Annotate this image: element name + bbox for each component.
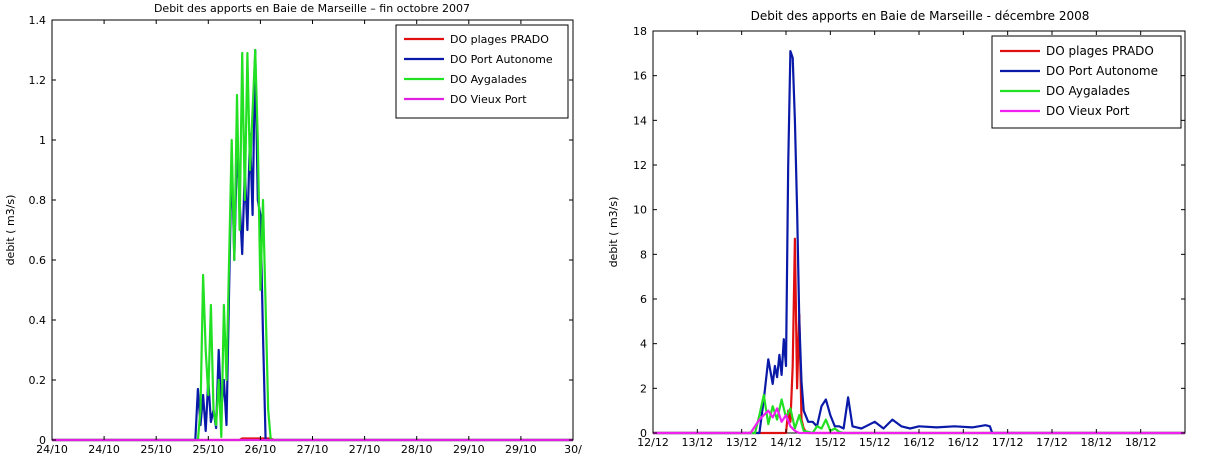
- right-series-line-1: [653, 49, 1185, 435]
- right-ytick-label-7: 14: [633, 114, 647, 127]
- right-ytick-label-2: 4: [640, 338, 647, 351]
- right-xtick-label-0: 12/12: [637, 436, 669, 449]
- left-xtick-label-1: 24/10: [88, 443, 120, 456]
- left-ytick-label-5: 1: [39, 134, 46, 147]
- chart-svg-left: Debit des apports en Baie de Marseille –…: [4, 2, 582, 456]
- left-xtick-label-0: 24/10: [36, 443, 68, 456]
- left-xtick-label-7: 28/10: [401, 443, 433, 456]
- left-legend-label-0: DO plages PRADO: [450, 33, 549, 46]
- right-legend-label-0: DO plages PRADO: [1046, 44, 1154, 58]
- right-xtick-label-7: 16/12: [947, 436, 979, 449]
- left-legend-box: [395, 24, 569, 119]
- right-ytick-label-1: 2: [640, 382, 647, 395]
- right-series-line-2: [653, 393, 1185, 435]
- left-legend-label-3: DO Vieux Port: [450, 93, 527, 106]
- left-ytick-label-6: 1.2: [29, 74, 47, 87]
- left-chart-title: Debit des apports en Baie de Marseille –…: [154, 2, 470, 15]
- left-series-line-2: [52, 48, 573, 442]
- right-ytick-label-3: 6: [640, 293, 647, 306]
- left-legend-label-2: DO Aygalades: [450, 73, 527, 86]
- right-ytick-label-9: 18: [633, 25, 647, 38]
- chart-svg-right: Debit des apports en Baie de Marseille -…: [607, 9, 1186, 449]
- right-legend-label-3: DO Vieux Port: [1046, 104, 1130, 118]
- right-xtick-label-10: 18/12: [1080, 436, 1112, 449]
- right-xtick-label-9: 17/12: [1036, 436, 1068, 449]
- left-xtick-label-9: 29/10: [505, 443, 537, 456]
- left-xtick-label-5: 27/10: [297, 443, 329, 456]
- left-ytick-label-3: 0.6: [29, 254, 47, 267]
- right-xtick-label-1: 13/12: [681, 436, 713, 449]
- chart-panel-right: Debit des apports en Baie de Marseille -…: [603, 0, 1206, 462]
- right-ytick-label-5: 10: [633, 204, 647, 217]
- right-ytick-label-4: 8: [640, 248, 647, 261]
- left-ytick-label-7: 1.4: [29, 14, 47, 27]
- left-xtick-label-8: 29/10: [453, 443, 485, 456]
- right-xtick-label-8: 17/12: [992, 436, 1024, 449]
- left-legend-label-1: DO Port Autonome: [450, 53, 553, 66]
- left-xtick-label-2: 25/10: [140, 443, 172, 456]
- right-legend-label-2: DO Aygalades: [1046, 84, 1130, 98]
- left-ytick-label-2: 0.4: [29, 314, 47, 327]
- right-ytick-label-0: 0: [640, 427, 647, 440]
- left-ytick-label-4: 0.8: [29, 194, 47, 207]
- left-xtick-label-4: 26/10: [245, 443, 277, 456]
- left-ytick-label-0: 0: [39, 434, 46, 447]
- right-ytick-label-6: 12: [633, 159, 647, 172]
- right-series-line-3: [653, 407, 1185, 435]
- right-chart-title: Debit des apports en Baie de Marseille -…: [751, 9, 1090, 23]
- left-y-axis-label: debit ( m3/s): [4, 195, 17, 266]
- chart-panel-left: Debit des apports en Baie de Marseille –…: [0, 0, 590, 462]
- right-xtick-label-6: 16/12: [903, 436, 935, 449]
- right-xtick-label-4: 15/12: [814, 436, 846, 449]
- left-xtick-label-3: 25/10: [192, 443, 224, 456]
- left-xtick-label-6: 27/10: [349, 443, 381, 456]
- right-legend-label-1: DO Port Autonome: [1046, 64, 1158, 78]
- right-xtick-label-11: 18/12: [1125, 436, 1157, 449]
- right-xtick-label-5: 15/12: [859, 436, 891, 449]
- right-y-axis-label: debit ( m3/s): [607, 197, 620, 268]
- right-xtick-label-3: 14/12: [770, 436, 802, 449]
- right-ytick-label-8: 16: [633, 70, 647, 83]
- right-xtick-label-2: 13/12: [726, 436, 758, 449]
- left-xtick-label-10: 30/: [564, 443, 582, 456]
- left-ytick-label-1: 0.2: [29, 374, 47, 387]
